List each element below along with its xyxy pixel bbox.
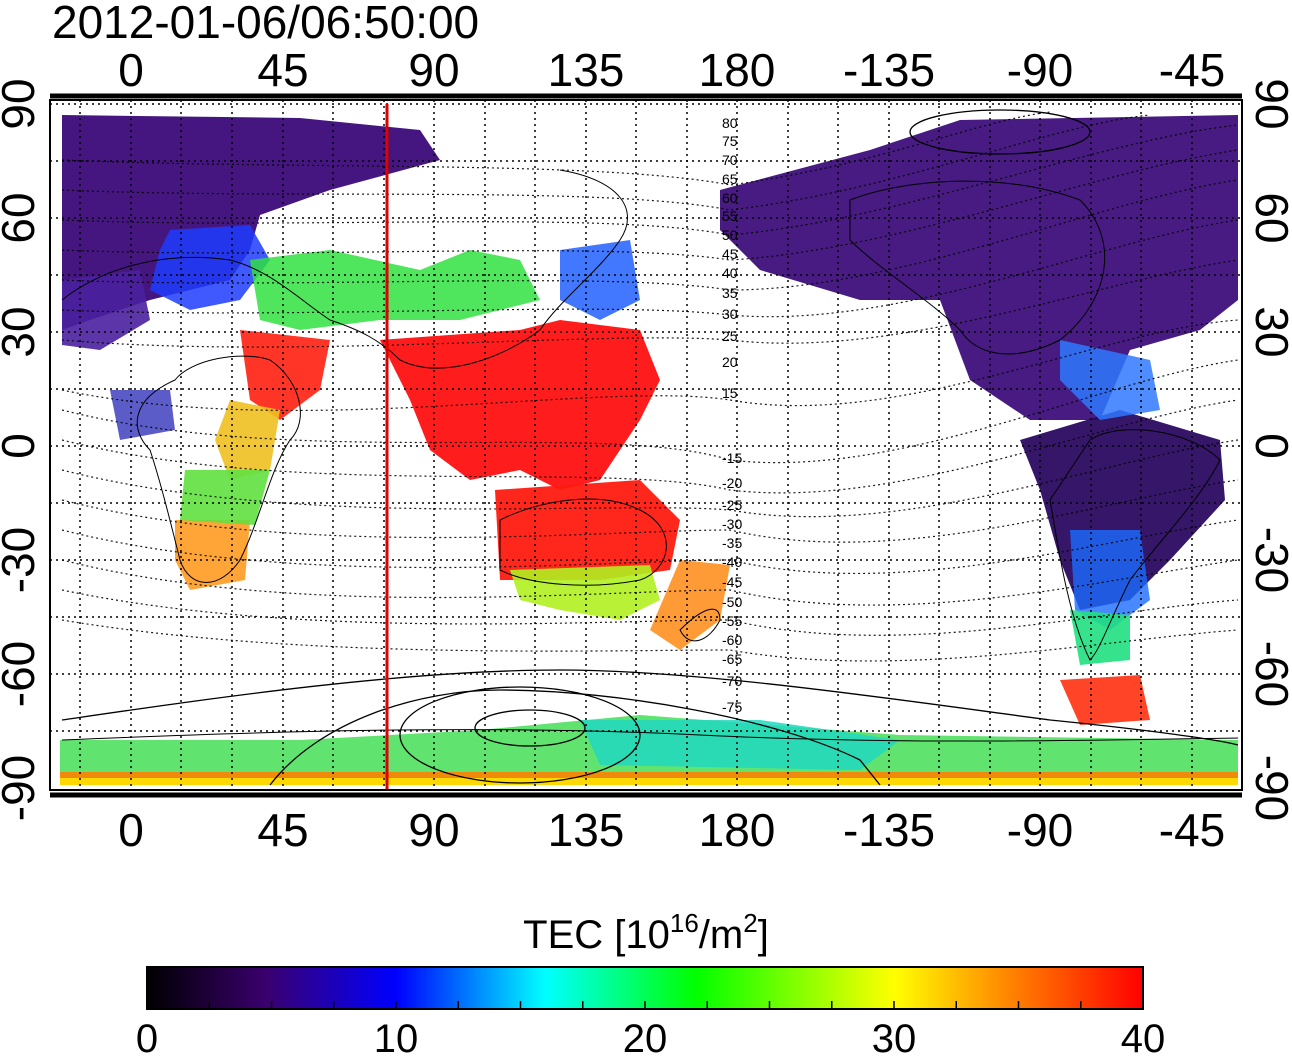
top-axis-labels: 0 45 90 135 180 -135 -90 -45	[118, 44, 1225, 96]
colorbar-title-sup1: 16	[670, 908, 699, 938]
top-tick-label: -135	[843, 44, 935, 96]
contour-label: -50	[722, 594, 742, 610]
top-tick-label: 45	[257, 44, 308, 96]
tec-patch-patagonia	[1070, 610, 1130, 665]
contour-label: 80	[722, 115, 738, 131]
tec-patch-africa-red	[240, 330, 330, 420]
colorbar-title-prefix: TEC [10	[523, 913, 670, 957]
right-tick-label: 30	[1246, 306, 1292, 357]
left-tick-label: 60	[0, 192, 44, 243]
contour-label: 35	[722, 285, 738, 301]
tec-patch-north-atlantic	[62, 270, 150, 350]
colorbar-ticks: 0 10 20 30 40	[136, 1001, 1165, 1057]
contour-label: -45	[722, 574, 742, 590]
coastlines	[61, 169, 1239, 742]
contour-label: -65	[722, 651, 742, 667]
top-tick-label: 90	[408, 44, 459, 96]
top-tick-label: -45	[1159, 44, 1225, 96]
tec-patch-antarctic-cyan	[580, 720, 900, 770]
bottom-tick-label: -90	[1007, 804, 1073, 856]
right-tick-label: -90	[1246, 755, 1292, 821]
right-tick-label: 90	[1246, 78, 1292, 129]
colorbar-title-mid: /m	[699, 913, 743, 957]
top-tick-label: 0	[118, 44, 144, 96]
colorbar-title-suffix: ]	[758, 913, 769, 957]
contour-label: 20	[722, 354, 738, 370]
contour-label: 45	[722, 246, 738, 262]
bottom-tick-label: 135	[548, 804, 625, 856]
left-tick-label: 30	[0, 306, 44, 357]
contour-label: 30	[722, 306, 738, 322]
contour-labels: 80 75 70 65 60 55 50 45 40 35 30 25 20 15 -15 -20 -25 -30…	[722, 115, 742, 715]
left-tick-label: 90	[0, 78, 44, 129]
contour-label: 55	[722, 208, 738, 224]
tec-patch-polar-edge-yellow	[60, 778, 1238, 785]
contour-label: 50	[722, 227, 738, 243]
contour-label: 15	[722, 385, 738, 401]
bottom-tick-label: -45	[1159, 804, 1225, 856]
contour-label: -35	[722, 535, 742, 551]
colorbar-tick-label: 10	[374, 1017, 419, 1057]
tec-patch-caribbean	[1060, 340, 1160, 420]
left-tick-label: -60	[0, 641, 44, 707]
bottom-tick-label: 45	[257, 804, 308, 856]
tec-patch-south-america-blue	[1070, 530, 1150, 630]
magnetic-contours	[61, 111, 1239, 662]
contour-label: -40	[722, 554, 742, 570]
bottom-tick-label: 180	[699, 804, 776, 856]
contour-label: 75	[722, 133, 738, 149]
colorbar-tick-label: 40	[1121, 1017, 1166, 1057]
contour-label: -55	[722, 613, 742, 629]
contour-label: 70	[722, 152, 738, 168]
colorbar-title-sup2: 2	[743, 908, 757, 938]
colorbar-tick-label: 0	[136, 1017, 158, 1057]
right-tick-label: 0	[1246, 433, 1292, 459]
bottom-axis-labels: 0 45 90 135 180 -135 -90 -45	[118, 804, 1225, 856]
top-tick-label: -90	[1007, 44, 1073, 96]
map-border	[49, 99, 1243, 791]
contour-label: -70	[722, 673, 742, 689]
tec-patch-south-asia-red	[380, 320, 660, 490]
tec-patch-africa-south	[175, 520, 250, 590]
contour-label: -75	[722, 699, 742, 715]
tec-patch-new-zealand	[650, 560, 730, 650]
colorbar-tick-label: 30	[872, 1017, 917, 1057]
contour-label: 60	[722, 190, 738, 206]
colorbar-tick-label: 20	[623, 1017, 668, 1057]
left-tick-label: 0	[0, 433, 44, 459]
bottom-tick-label: -135	[843, 804, 935, 856]
contour-label: -15	[722, 450, 742, 466]
left-tick-label: -30	[0, 527, 44, 593]
tec-patch-west-africa-blue	[110, 390, 175, 440]
contour-label: 25	[722, 328, 738, 344]
top-tick-label: 180	[699, 44, 776, 96]
contour-label: 65	[722, 171, 738, 187]
tec-patch-europe-blue	[150, 225, 270, 310]
right-tick-label: -60	[1246, 641, 1292, 707]
top-tick-label: 135	[548, 44, 625, 96]
right-tick-label: -30	[1246, 527, 1292, 593]
graticule	[50, 100, 1242, 790]
tec-patch-north-america	[720, 115, 1238, 420]
right-tick-label: 60	[1246, 192, 1292, 243]
timestamp-title: 2012-01-06/06:50:00	[52, 0, 479, 48]
tec-patch-australia-red	[495, 480, 680, 580]
contour-label: -20	[722, 475, 742, 491]
bottom-tick-label: 0	[118, 804, 144, 856]
right-axis-labels: 90 60 30 0 -30 -60 -90	[1246, 78, 1292, 821]
contour-label: -60	[722, 632, 742, 648]
colorbar-title: TEC [1016/m2]	[523, 908, 769, 957]
left-tick-label: -90	[0, 755, 44, 821]
map-panel: 80 75 70 65 60 55 50 45 40 35 30 25 20 15 -15 -20 -25 -30…	[49, 93, 1243, 798]
left-axis-labels: 90 60 30 0 -30 -60 -90	[0, 78, 44, 821]
tec-patch-east-asia-blue	[560, 240, 640, 320]
bottom-tick-label: 90	[408, 804, 459, 856]
tec-patch-australia-south	[510, 565, 660, 620]
contour-label: 40	[722, 265, 738, 281]
contour-label: -25	[722, 497, 742, 513]
tec-patch-antarctic-red	[1060, 675, 1150, 725]
polar-contours	[61, 109, 1239, 786]
contour-label: -30	[722, 516, 742, 532]
